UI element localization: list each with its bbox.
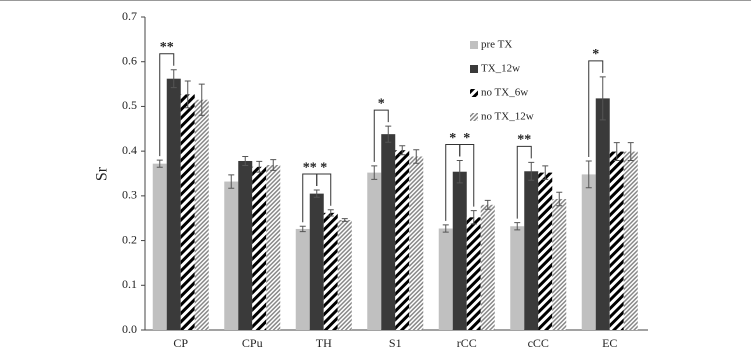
error-bar xyxy=(470,210,477,225)
legend-label: no TX_6w xyxy=(481,87,528,99)
y-tick-label: 0.3 xyxy=(122,188,137,202)
bar xyxy=(581,174,596,330)
error-bar xyxy=(599,76,606,121)
error-bar xyxy=(484,199,491,210)
significance-label: ** xyxy=(160,40,174,55)
significance-label: * xyxy=(463,131,470,146)
x-tick-label: CPu xyxy=(242,336,263,350)
y-tick-label: 0.6 xyxy=(122,53,137,67)
bar xyxy=(395,150,410,330)
bar xyxy=(252,166,267,330)
bar xyxy=(452,171,467,330)
error-bar xyxy=(184,80,191,109)
error-bar xyxy=(270,159,277,171)
bar xyxy=(524,171,539,330)
bar xyxy=(609,151,624,330)
legend-swatch xyxy=(470,41,478,49)
error-bar xyxy=(341,218,348,222)
error-bar xyxy=(456,160,463,184)
bar xyxy=(381,134,396,330)
bar xyxy=(152,163,167,330)
bar xyxy=(595,98,610,330)
error-bar xyxy=(385,125,392,143)
bar xyxy=(266,165,281,330)
significance-label: ** xyxy=(517,133,531,148)
bar xyxy=(238,160,253,330)
significance-bracket xyxy=(459,144,475,207)
x-tick-label: EC xyxy=(602,336,617,350)
error-bar xyxy=(327,209,334,217)
significance-label: * xyxy=(378,96,385,111)
error-bar xyxy=(170,69,177,89)
bar xyxy=(438,228,453,330)
error-bar xyxy=(528,161,535,181)
x-tick-label: TH xyxy=(316,336,332,350)
legend-swatch xyxy=(470,65,478,73)
bar xyxy=(367,172,382,330)
error-bar xyxy=(313,189,320,198)
bar xyxy=(323,212,338,330)
significance-bracket xyxy=(316,173,332,206)
error-bar xyxy=(627,142,634,162)
bar xyxy=(224,181,239,330)
error-bar xyxy=(442,224,449,233)
error-bar xyxy=(156,159,163,168)
bar xyxy=(337,220,352,330)
legend-label: TX_12w xyxy=(481,63,520,75)
y-tick-label: 0.0 xyxy=(122,322,137,336)
bar xyxy=(538,172,553,330)
bar xyxy=(623,151,638,330)
error-bar xyxy=(256,160,263,173)
legend-swatch xyxy=(470,113,478,121)
bar xyxy=(295,228,310,330)
error-bar xyxy=(371,165,378,180)
x-tick-label: S1 xyxy=(389,336,402,350)
error-bar xyxy=(299,225,306,233)
x-tick-label: cCC xyxy=(528,336,549,350)
error-bar xyxy=(613,142,620,162)
bar xyxy=(552,198,567,330)
error-bar xyxy=(514,222,521,231)
y-tick-label: 0.5 xyxy=(122,98,137,112)
bar xyxy=(180,94,195,330)
significance-bracket xyxy=(373,109,389,162)
error-bar xyxy=(399,145,406,156)
y-tick-label: 0.7 xyxy=(122,9,137,23)
y-tick-label: 0.2 xyxy=(122,232,137,246)
legend-label: pre TX xyxy=(481,39,512,51)
error-bar xyxy=(198,83,205,116)
bar xyxy=(166,78,181,330)
y-tick-label: 0.1 xyxy=(122,277,137,291)
significance-bracket xyxy=(159,53,175,157)
bar xyxy=(480,204,495,330)
error-bar xyxy=(542,165,549,180)
y-axis-label: Sr xyxy=(94,166,111,181)
x-tick-label: CP xyxy=(173,336,188,350)
error-bar xyxy=(556,191,563,207)
legend-swatch xyxy=(470,89,478,97)
significance-label: * xyxy=(449,131,456,146)
significance-bracket xyxy=(588,60,604,157)
error-bar xyxy=(585,160,592,189)
bar xyxy=(409,156,424,330)
significance-label: * xyxy=(592,47,599,62)
significance-label: * xyxy=(320,160,327,175)
legend-label: no TX_12w xyxy=(481,111,534,123)
bar xyxy=(510,226,525,330)
error-bar xyxy=(228,174,235,189)
error-bar xyxy=(242,156,249,166)
y-tick-label: 0.4 xyxy=(122,143,137,157)
significance-bracket xyxy=(516,145,532,219)
bar xyxy=(194,99,209,330)
significance-label: ** xyxy=(303,160,317,175)
x-tick-label: rCC xyxy=(457,336,477,350)
bar xyxy=(309,193,324,330)
error-bar xyxy=(413,149,420,164)
bar xyxy=(466,217,481,330)
